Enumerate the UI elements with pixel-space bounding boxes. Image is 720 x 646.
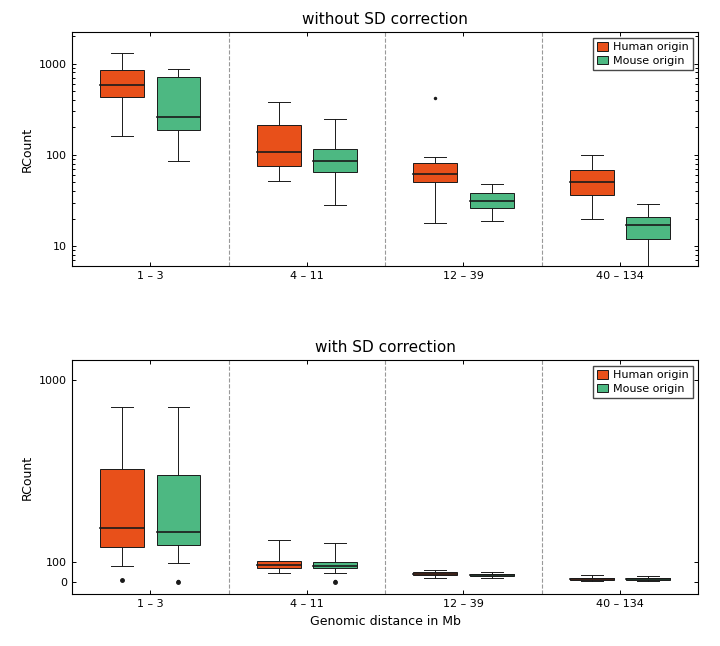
Title: with SD correction: with SD correction [315, 340, 456, 355]
Bar [626, 578, 670, 580]
Legend: Human origin, Mouse origin: Human origin, Mouse origin [593, 366, 693, 398]
Bar [257, 125, 301, 166]
Bar [100, 469, 144, 547]
Bar [570, 578, 614, 580]
Bar [156, 77, 200, 130]
Bar [626, 217, 670, 239]
Bar [469, 193, 513, 208]
Bar [413, 163, 457, 182]
Title: without SD correction: without SD correction [302, 12, 468, 27]
Bar [570, 170, 614, 195]
Bar [257, 561, 301, 568]
Bar [313, 563, 357, 568]
Y-axis label: RCount: RCount [21, 127, 34, 172]
Bar [313, 149, 357, 172]
X-axis label: Genomic distance in Mb: Genomic distance in Mb [310, 615, 461, 628]
Legend: Human origin, Mouse origin: Human origin, Mouse origin [593, 38, 693, 70]
Bar [469, 574, 513, 576]
Y-axis label: RCount: RCount [21, 455, 34, 500]
Bar [156, 475, 200, 545]
Bar [413, 572, 457, 575]
Bar [100, 70, 144, 97]
